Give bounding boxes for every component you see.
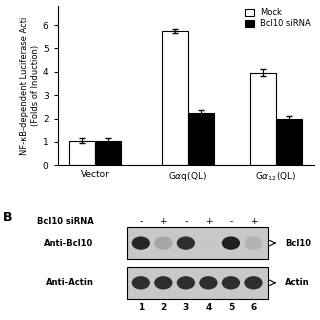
Ellipse shape (132, 276, 150, 290)
Text: -: - (184, 217, 188, 226)
Bar (69, 141, 95, 165)
Text: Anti-Bcl10: Anti-Bcl10 (44, 239, 93, 248)
Text: +: + (250, 217, 257, 226)
Bar (127, 227, 268, 259)
Ellipse shape (244, 236, 263, 250)
Bar (188, 113, 214, 165)
Text: Actin: Actin (285, 278, 310, 287)
Text: -: - (139, 217, 142, 226)
Ellipse shape (199, 276, 218, 290)
Ellipse shape (244, 276, 263, 290)
Ellipse shape (177, 276, 195, 290)
Text: Bcl10: Bcl10 (285, 239, 311, 248)
Bar (127, 267, 268, 299)
Text: Anti-Actin: Anti-Actin (45, 278, 93, 287)
Text: 2: 2 (160, 303, 166, 312)
Text: B: B (3, 211, 13, 224)
Ellipse shape (222, 236, 240, 250)
Text: +: + (204, 217, 212, 226)
Text: +: + (160, 217, 167, 226)
Bar (162, 31, 188, 165)
Legend: Mock, Bcl10 siRNA: Mock, Bcl10 siRNA (244, 7, 312, 29)
Y-axis label: NF-κB-dependent Luciferase Acti
(Folds of Induction): NF-κB-dependent Luciferase Acti (Folds o… (20, 17, 40, 155)
Ellipse shape (199, 236, 218, 250)
Ellipse shape (154, 236, 172, 250)
Text: 1: 1 (138, 303, 144, 312)
Bar (276, 118, 302, 165)
Text: 4: 4 (205, 303, 212, 312)
Ellipse shape (177, 236, 195, 250)
Ellipse shape (222, 276, 240, 290)
Text: Bcl10 siRNA: Bcl10 siRNA (37, 217, 93, 226)
Ellipse shape (132, 236, 150, 250)
Text: -: - (229, 217, 233, 226)
Bar (250, 73, 276, 165)
Text: 5: 5 (228, 303, 234, 312)
Bar (95, 141, 121, 165)
Text: 6: 6 (250, 303, 257, 312)
Ellipse shape (154, 276, 172, 290)
Text: 3: 3 (183, 303, 189, 312)
